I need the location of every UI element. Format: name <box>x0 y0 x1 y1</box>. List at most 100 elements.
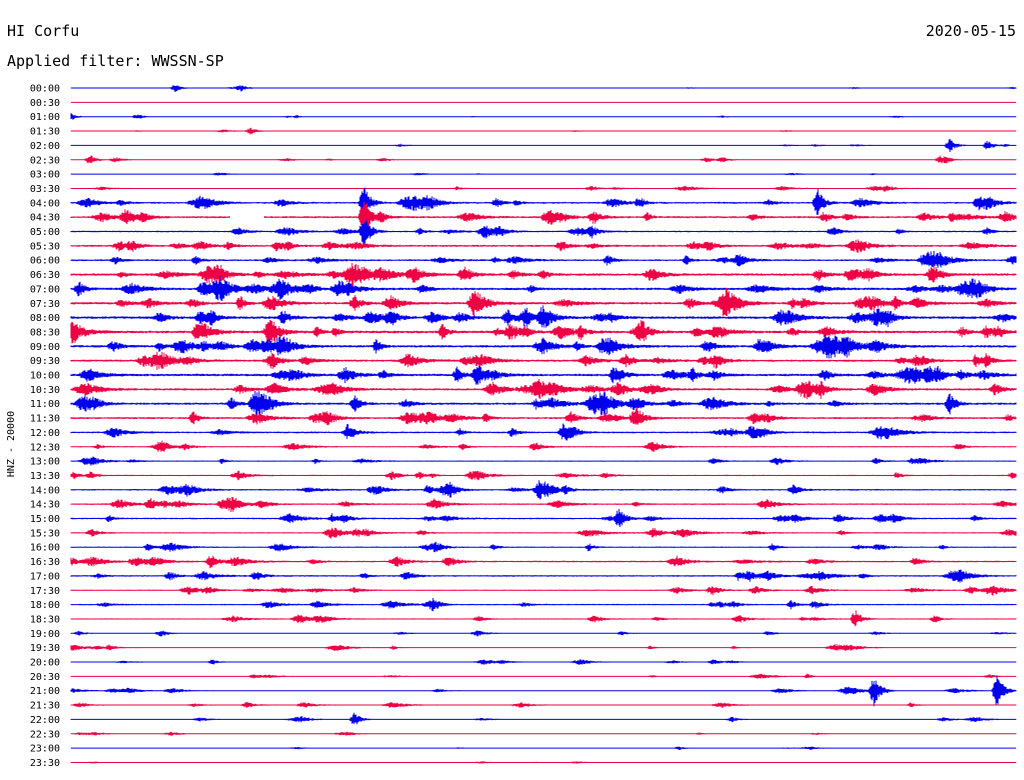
row-time-label: 14:30 <box>30 500 60 511</box>
trace-row-1430 <box>70 496 1017 512</box>
row-time-label: 14:00 <box>30 485 60 496</box>
trace-row-1000 <box>70 365 1017 385</box>
row-time-label: 02:30 <box>30 155 60 166</box>
row-time-label: 21:00 <box>30 686 60 697</box>
trace-row-0600 <box>70 250 1017 268</box>
row-time-label: 07:30 <box>30 299 60 310</box>
trace-row-0130 <box>70 127 1017 135</box>
trace-row-2030 <box>70 673 1017 679</box>
station-title: HI Corfu <box>7 22 80 40</box>
row-time-label: 15:30 <box>30 528 60 539</box>
trace-row-0230 <box>70 155 1017 164</box>
trace-row-1030 <box>70 379 1017 400</box>
row-time-label: 03:30 <box>30 184 60 195</box>
trace-row-0630 <box>70 263 1017 287</box>
trace-row-0330 <box>70 185 1017 192</box>
trace-row-1400 <box>70 480 1017 500</box>
trace-row-2200 <box>70 712 1017 725</box>
row-time-label: 00:30 <box>30 98 60 109</box>
row-time-label: 20:30 <box>30 672 60 683</box>
trace-row-0030 <box>70 101 1017 103</box>
row-time-label: 11:30 <box>30 414 60 425</box>
trace-row-0530 <box>70 239 1017 253</box>
trace-row-1830 <box>70 610 1017 627</box>
filter-label: Applied filter: WWSSN-SP <box>7 52 224 70</box>
row-time-label: 13:30 <box>30 471 60 482</box>
row-time-label: 04:00 <box>30 198 60 209</box>
trace-row-2100 <box>70 675 1017 707</box>
row-time-label: 12:00 <box>30 428 60 439</box>
trace-row-0300 <box>70 172 1017 176</box>
trace-row-2300 <box>70 746 1017 750</box>
row-time-label: 06:00 <box>30 256 60 267</box>
row-time-label: 09:00 <box>30 342 60 353</box>
row-time-label: 07:00 <box>30 284 60 295</box>
row-time-label: 20:00 <box>30 658 60 669</box>
trace-row-0730 <box>70 287 1017 317</box>
trace-row-0430 <box>70 201 1017 237</box>
row-time-label: 12:30 <box>30 442 60 453</box>
row-time-label: 10:00 <box>30 371 60 382</box>
trace-row-0800 <box>70 305 1017 328</box>
trace-row-0700 <box>70 276 1017 302</box>
row-time-label: 17:00 <box>30 571 60 582</box>
row-time-label: 04:30 <box>30 213 60 224</box>
row-time-label: 22:00 <box>30 715 60 726</box>
trace-row-1500 <box>70 509 1017 527</box>
row-time-label: 19:30 <box>30 643 60 654</box>
row-time-label: 19:00 <box>30 629 60 640</box>
trace-row-0900 <box>70 335 1017 359</box>
row-time-label: 05:00 <box>30 227 60 238</box>
trace-row-1230 <box>70 440 1017 452</box>
row-time-label: 08:30 <box>30 327 60 338</box>
trace-row-1900 <box>70 630 1017 637</box>
trace-row-1930 <box>70 644 1017 651</box>
row-time-label: 00:00 <box>30 84 60 95</box>
trace-row-1730 <box>70 585 1017 596</box>
trace-row-2000 <box>70 659 1017 665</box>
trace-row-1130 <box>70 407 1017 426</box>
row-time-label: 16:00 <box>30 543 60 554</box>
trace-row-0400 <box>70 187 1017 215</box>
trace-row-1800 <box>70 598 1017 612</box>
trace-row-1330 <box>70 470 1017 481</box>
row-time-label: 18:00 <box>30 600 60 611</box>
row-time-label: 05:30 <box>30 241 60 252</box>
trace-row-1530 <box>70 527 1017 539</box>
row-time-label: 15:00 <box>30 514 60 525</box>
row-time-label: 02:00 <box>30 141 60 152</box>
data-gap <box>230 211 264 224</box>
row-time-label: 18:30 <box>30 614 60 625</box>
row-time-label: 22:30 <box>30 729 60 740</box>
row-time-label: 13:00 <box>30 457 60 468</box>
trace-row-2330 <box>70 761 1017 764</box>
trace-row-1630 <box>70 555 1017 569</box>
row-time-label: 08:00 <box>30 313 60 324</box>
row-time-label: 06:30 <box>30 270 60 281</box>
row-time-label: 16:30 <box>30 557 60 568</box>
trace-row-1700 <box>70 569 1017 583</box>
trace-row-0500 <box>70 219 1017 244</box>
trace-row-0830 <box>70 320 1017 346</box>
trace-row-2130 <box>70 701 1017 708</box>
trace-row-0200 <box>70 138 1017 152</box>
row-time-label: 01:00 <box>30 112 60 123</box>
trace-row-1300 <box>70 456 1017 466</box>
trace-row-0100 <box>70 113 1017 120</box>
date-label: 2020-05-15 <box>925 22 1016 40</box>
trace-row-1600 <box>70 541 1017 553</box>
trace-row-0930 <box>70 351 1017 370</box>
row-time-label: 23:30 <box>30 758 60 769</box>
row-time-label: 23:00 <box>30 744 60 755</box>
row-time-label: 09:30 <box>30 356 60 367</box>
row-time-label: 03:00 <box>30 170 60 181</box>
row-time-label: 01:30 <box>30 127 60 138</box>
row-time-label: 11:00 <box>30 399 60 410</box>
row-time-label: 10:30 <box>30 385 60 396</box>
row-time-label: 21:30 <box>30 701 60 712</box>
row-time-label: 17:30 <box>30 586 60 597</box>
trace-row-0000 <box>70 85 1017 92</box>
trace-row-1100 <box>70 391 1017 418</box>
trace-row-2230 <box>70 731 1017 736</box>
